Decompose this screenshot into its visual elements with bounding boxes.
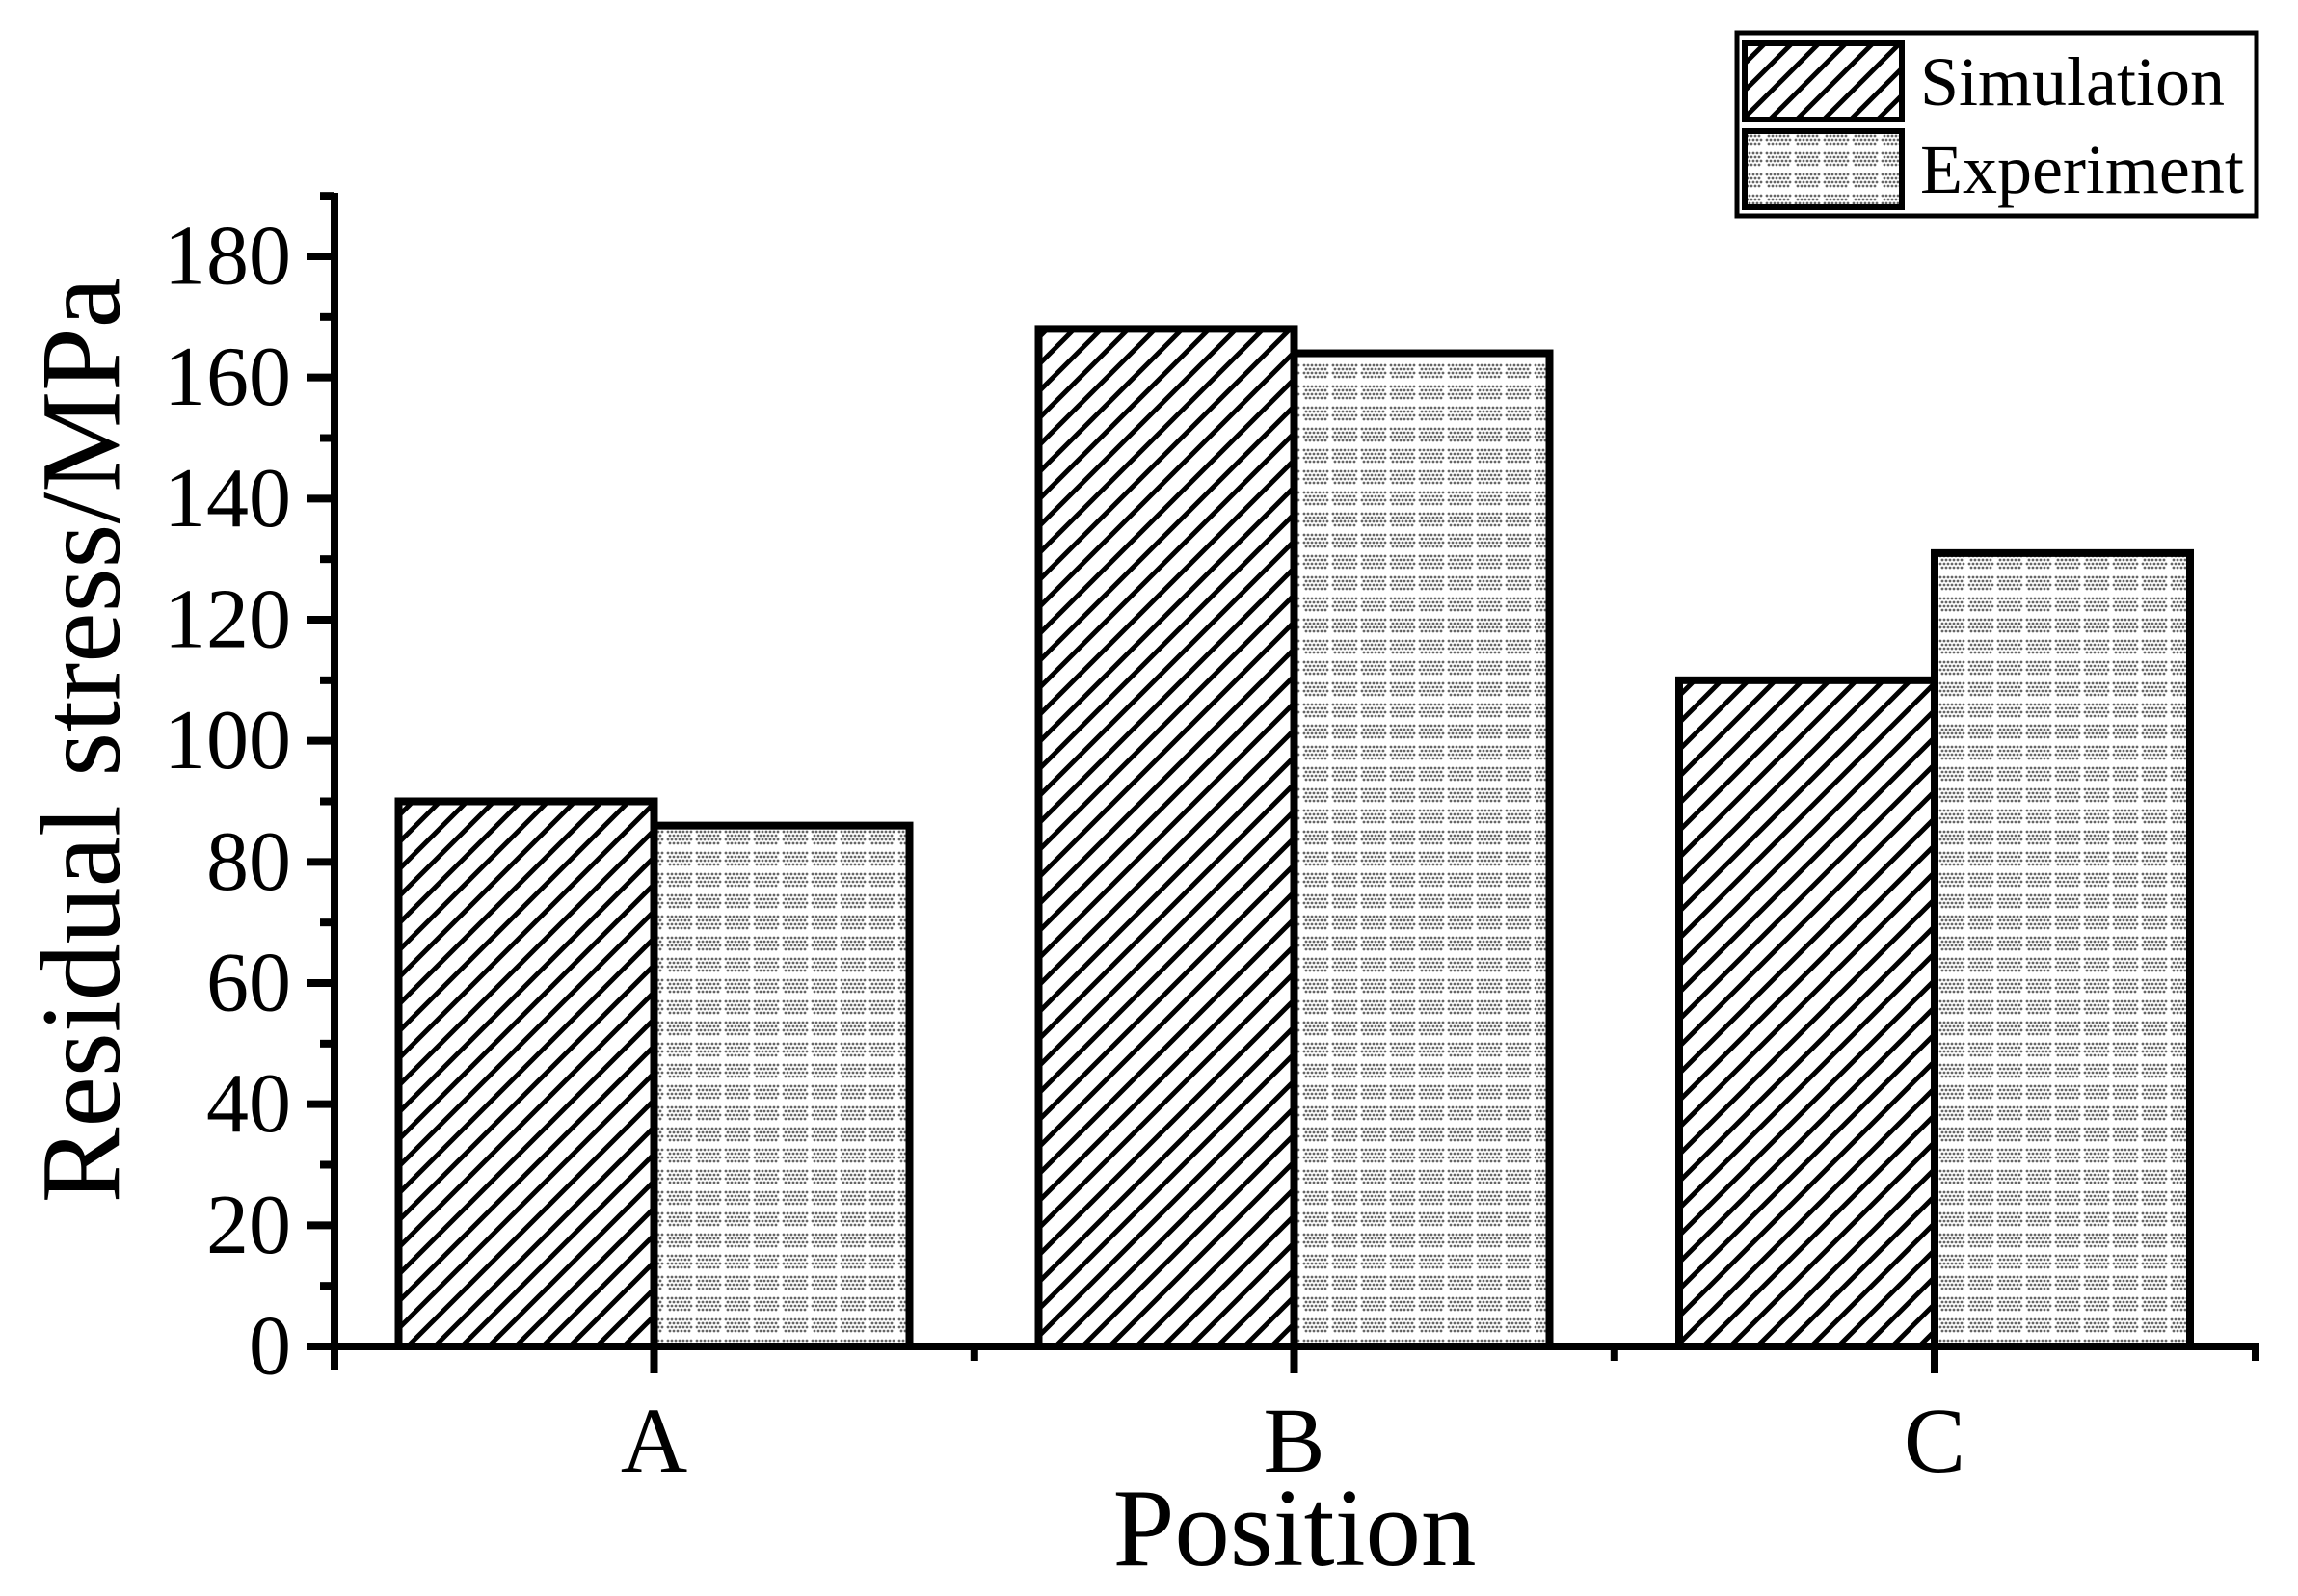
y-tick-label-180: 180 — [164, 210, 291, 304]
y-tick-label-20: 20 — [206, 1179, 291, 1272]
y-tick-label-0: 0 — [249, 1300, 291, 1394]
legend-swatch-experiment — [1742, 128, 1905, 210]
y-tick-label-160: 160 — [164, 331, 291, 424]
y-tick-label-40: 40 — [206, 1057, 291, 1151]
y-tick-label-100: 100 — [164, 694, 291, 787]
y-tick-label-140: 140 — [164, 452, 291, 545]
y-tick-label-80: 80 — [206, 815, 291, 909]
y-axis-title: Residual stress/MPa — [18, 278, 145, 1203]
bar-A-experiment — [650, 821, 914, 1350]
bar-A-simulation — [394, 797, 658, 1350]
x-tick-label-A: A — [621, 1389, 687, 1492]
x-axis-title: Position — [1112, 1467, 1476, 1589]
plot-area: 0 20 40 60 80 100 120 140 160 180 A B C — [164, 192, 2259, 1492]
x-tick-label-C: C — [1904, 1389, 1965, 1492]
y-tick-label-60: 60 — [206, 937, 291, 1030]
bar-B-experiment — [1290, 349, 1554, 1350]
bar-C-simulation — [1675, 676, 1938, 1350]
legend: Simulation Experiment — [1734, 30, 2259, 219]
y-tick-label-120: 120 — [164, 573, 291, 667]
legend-label-experiment: Experiment — [1920, 131, 2244, 208]
x-tick-label-B: B — [1263, 1389, 1324, 1492]
legend-swatch-simulation — [1742, 40, 1905, 122]
bar-B-simulation — [1034, 325, 1298, 1350]
legend-label-simulation: Simulation — [1920, 43, 2225, 120]
bar-C-experiment — [1931, 548, 2194, 1350]
